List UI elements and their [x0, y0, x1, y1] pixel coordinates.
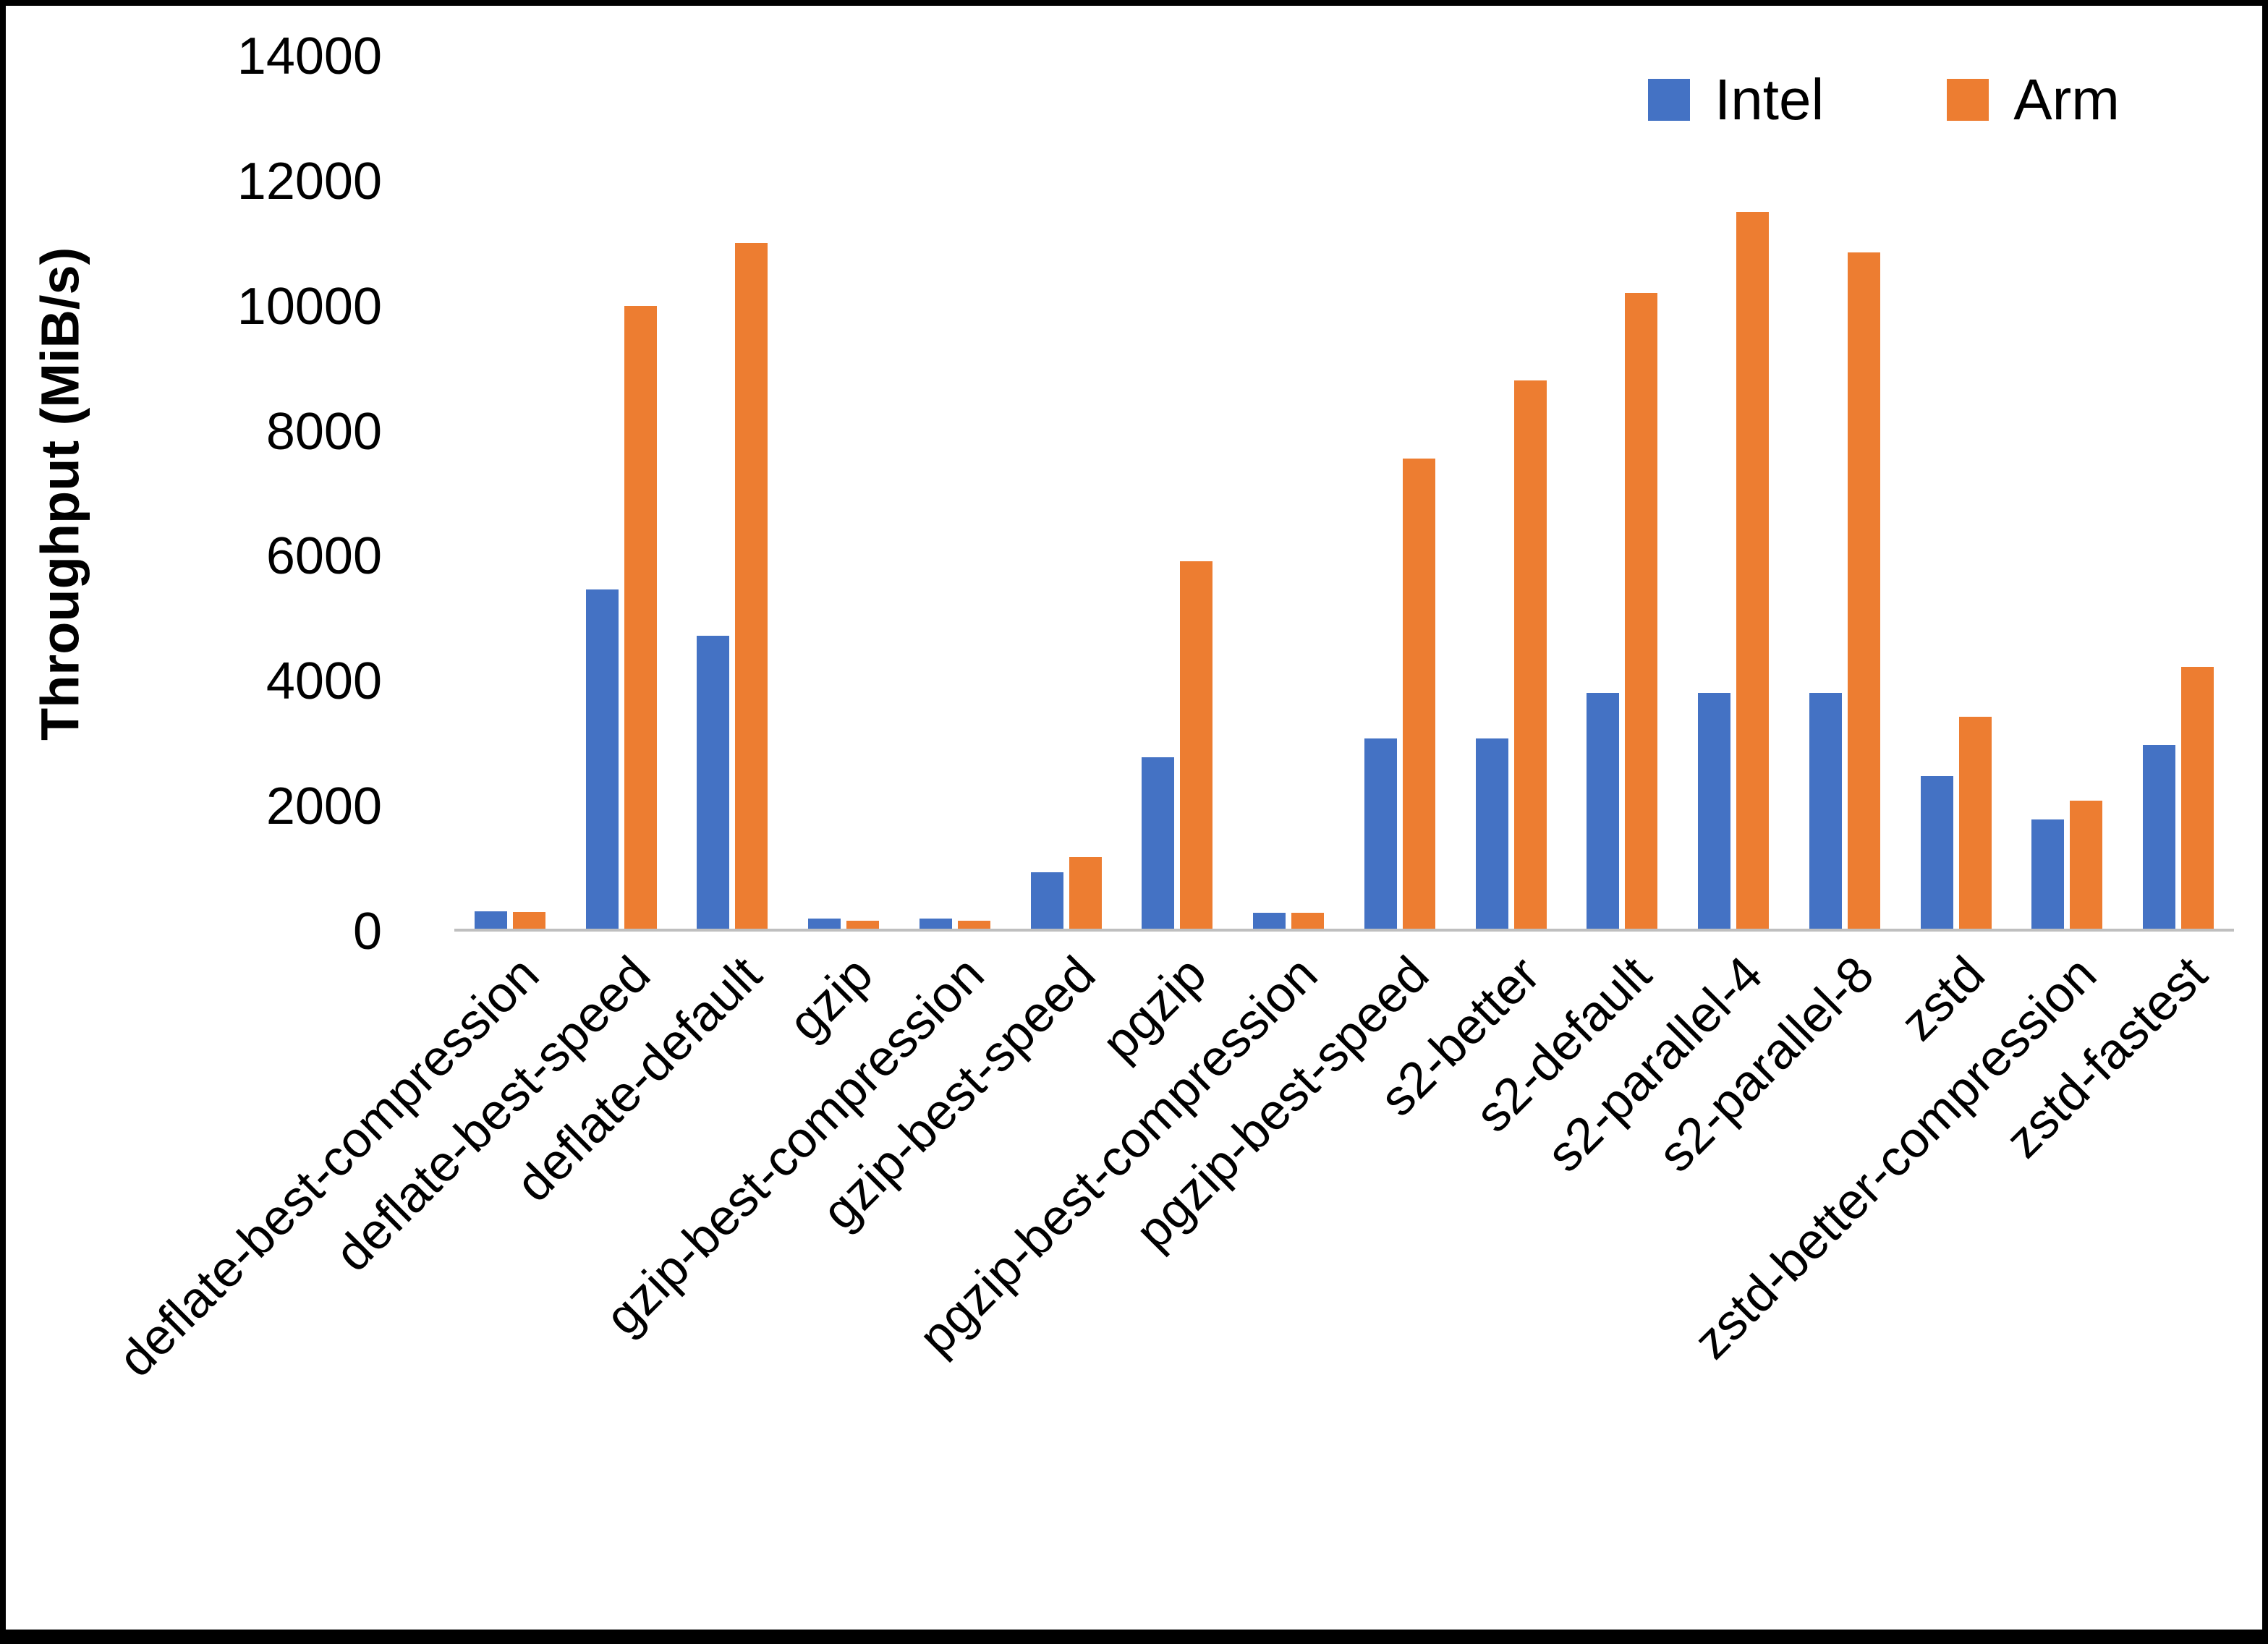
bar-arm-s2-better: [1513, 380, 1547, 929]
bar-intel-deflate-best-speed: [585, 589, 619, 929]
bar-arm-zstd-better-compression: [2070, 801, 2103, 929]
y-tick-label-8000: 8000: [266, 402, 382, 461]
bar-intel-s2-default: [1587, 693, 1620, 929]
y-tick-label-6000: 6000: [266, 527, 382, 586]
bar-intel-zstd-fastest: [2143, 744, 2176, 929]
bar-intel-deflate-default: [697, 636, 730, 929]
bar-arm-deflate-default: [735, 243, 768, 929]
y-tick-label-12000: 12000: [237, 152, 382, 210]
bar-intel-gzip-best-speed: [1030, 872, 1063, 929]
legend: Intel Arm: [1648, 71, 2120, 129]
bar-arm-s2-parallel-8: [1847, 252, 1880, 929]
bar-arm-pgzip-best-speed: [1402, 458, 1435, 929]
y-axis-tick-labels: 0 2000 4000 6000 8000 10000 12000 14000: [6, 30, 411, 958]
y-tick-label-2000: 2000: [266, 778, 382, 836]
bar-intel-zstd-better-compression: [2031, 819, 2065, 929]
legend-item-arm: Arm: [1947, 71, 2120, 129]
plot-area: [454, 56, 2234, 932]
bar-intel-zstd: [1920, 775, 1953, 929]
bar-arm-gzip: [846, 920, 880, 929]
bar-intel-gzip-best-compression: [919, 919, 952, 929]
bar-intel-s2-parallel-8: [1809, 693, 1842, 929]
legend-item-intel: Intel: [1648, 71, 1824, 129]
y-tick-label-10000: 10000: [237, 277, 382, 336]
legend-label-intel: Intel: [1715, 67, 1825, 132]
bar-arm-gzip-best-compression: [957, 920, 990, 929]
bar-intel-pgzip-best-speed: [1364, 738, 1397, 929]
bar-intel-deflate-best-compression: [474, 911, 507, 929]
x-category-label-deflate-best-compression: deflate-best-compression: [107, 945, 550, 1388]
bar-arm-gzip-best-speed: [1069, 856, 1102, 929]
x-axis-category-labels: deflate-best-compression deflate-best-spe…: [107, 945, 2234, 1525]
bar-arm-deflate-best-speed: [624, 305, 657, 929]
legend-swatch-intel: [1648, 79, 1690, 121]
y-tick-label-14000: 14000: [237, 27, 382, 85]
legend-label-arm: Arm: [2013, 67, 2120, 132]
bar-intel-s2-better: [1475, 738, 1508, 929]
bar-intel-s2-parallel-4: [1698, 693, 1731, 929]
bar-intel-gzip: [808, 919, 841, 929]
bar-arm-deflate-best-compression: [512, 911, 545, 929]
bar-arm-zstd: [1958, 717, 1992, 929]
bar-intel-pgzip: [1142, 757, 1175, 929]
bar-intel-pgzip-best-compression: [1253, 913, 1286, 929]
bar-arm-pgzip: [1180, 561, 1213, 929]
bar-arm-s2-default: [1625, 293, 1658, 929]
y-tick-label-4000: 4000: [266, 652, 382, 711]
bar-arm-s2-parallel-4: [1736, 212, 1770, 929]
legend-swatch-arm: [1947, 79, 1989, 121]
bar-arm-zstd-fastest: [2181, 667, 2214, 929]
bar-arm-pgzip-best-compression: [1291, 912, 1325, 929]
y-tick-label-0: 0: [352, 903, 382, 961]
